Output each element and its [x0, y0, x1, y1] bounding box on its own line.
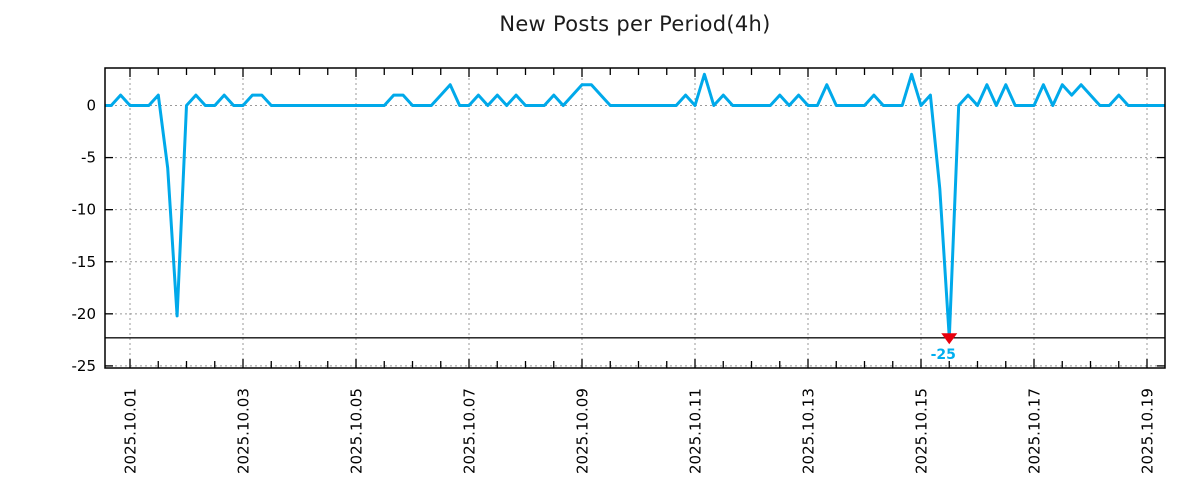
x-axis-label: 2025.10.11 — [686, 388, 704, 474]
y-axis-label: -20 — [72, 305, 97, 323]
y-axis-label: -15 — [72, 253, 97, 271]
x-axis-label: 2025.10.13 — [799, 388, 817, 474]
min-annotation-label: -25 — [931, 347, 956, 363]
x-axis-label: 2025.10.01 — [121, 388, 139, 474]
x-axis-label: 2025.10.05 — [347, 388, 365, 474]
min-marker-icon — [941, 333, 958, 345]
series-line — [105, 72, 1165, 340]
x-axis-label: 2025.10.03 — [234, 388, 252, 474]
y-axis-label: -25 — [72, 357, 97, 375]
y-axis-label: -10 — [72, 201, 97, 219]
y-axis-label: -5 — [81, 149, 96, 167]
x-axis-label: 2025.10.07 — [460, 388, 478, 474]
y-axis-label: 0 — [86, 97, 96, 115]
plot-border — [104, 67, 1166, 369]
x-axis-label: 2025.10.19 — [1138, 388, 1156, 474]
x-axis-label: 2025.10.09 — [573, 388, 591, 474]
chart-title: New Posts per Period(4h) — [499, 12, 771, 36]
x-axis-label: 2025.10.17 — [1025, 388, 1043, 474]
x-axis-label: 2025.10.15 — [912, 388, 930, 474]
